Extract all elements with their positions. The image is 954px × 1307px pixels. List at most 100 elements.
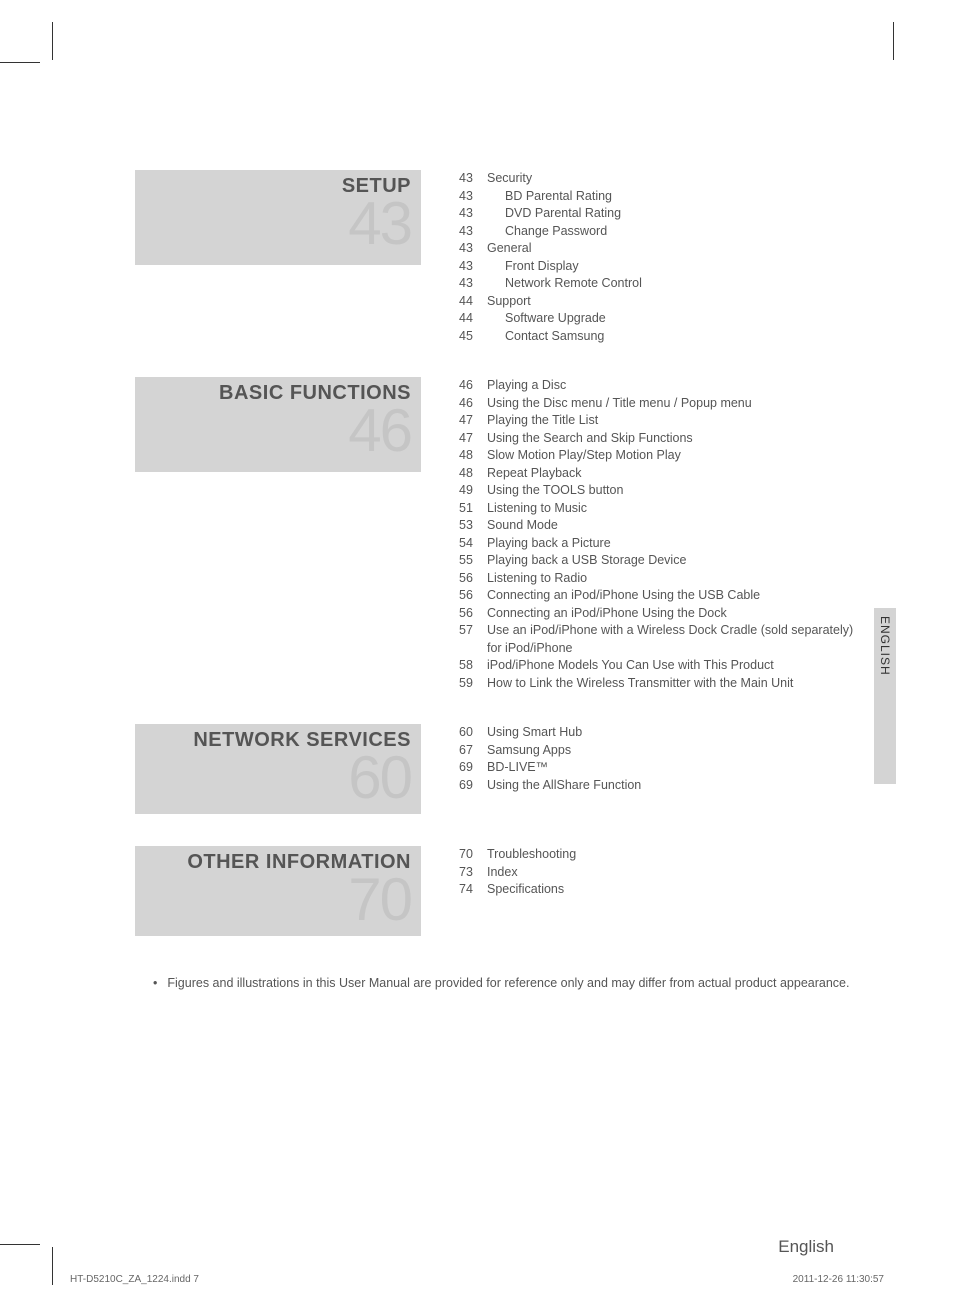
toc-row: 56Connecting an iPod/iPhone Using the US… bbox=[459, 587, 855, 605]
toc-page: 74 bbox=[459, 881, 487, 899]
toc-page: 44 bbox=[459, 310, 487, 328]
toc-page: 51 bbox=[459, 500, 487, 518]
toc-row: 46Playing a Disc bbox=[459, 377, 855, 395]
toc-section: BASIC FUNCTIONS4646Playing a Disc46Using… bbox=[135, 377, 855, 692]
toc-text: Using the Disc menu / Title menu / Popup… bbox=[487, 395, 855, 413]
toc-page: 59 bbox=[459, 675, 487, 693]
toc-row: 43Security bbox=[459, 170, 855, 188]
toc-text: Using Smart Hub bbox=[487, 724, 855, 742]
toc-row: 46Using the Disc menu / Title menu / Pop… bbox=[459, 395, 855, 413]
toc-text: Troubleshooting bbox=[487, 846, 855, 864]
toc-page: 54 bbox=[459, 535, 487, 553]
toc-text: iPod/iPhone Models You Can Use with This… bbox=[487, 657, 855, 675]
toc-row: 69Using the AllShare Function bbox=[459, 777, 855, 795]
toc-text: Playing a Disc bbox=[487, 377, 855, 395]
toc-row: 60Using Smart Hub bbox=[459, 724, 855, 742]
toc-text: Using the Search and Skip Functions bbox=[487, 430, 855, 448]
section-header-block: NETWORK SERVICES60 bbox=[135, 724, 421, 814]
toc-section: OTHER INFORMATION7070Troubleshooting73In… bbox=[135, 846, 855, 936]
toc-text: Listening to Music bbox=[487, 500, 855, 518]
toc-row: 55Playing back a USB Storage Device bbox=[459, 552, 855, 570]
toc-page: 44 bbox=[459, 293, 487, 311]
toc-page: 45 bbox=[459, 328, 487, 346]
toc-text: Samsung Apps bbox=[487, 742, 855, 760]
toc-section: SETUP4343Security43BD Parental Rating43D… bbox=[135, 170, 855, 345]
toc-page: 56 bbox=[459, 570, 487, 588]
toc-row: 44Software Upgrade bbox=[459, 310, 855, 328]
footer-language: English bbox=[778, 1237, 834, 1257]
toc-row: 45Contact Samsung bbox=[459, 328, 855, 346]
toc-row: 57Use an iPod/iPhone with a Wireless Doc… bbox=[459, 622, 855, 657]
toc-section: NETWORK SERVICES6060Using Smart Hub67Sam… bbox=[135, 724, 855, 814]
toc-row: 43Front Display bbox=[459, 258, 855, 276]
toc-content: SETUP4343Security43BD Parental Rating43D… bbox=[135, 170, 855, 990]
toc-page: 43 bbox=[459, 258, 487, 276]
footnote: Figures and illustrations in this User M… bbox=[135, 976, 855, 990]
language-tab-text: ENGLISH bbox=[878, 616, 892, 676]
toc-text: DVD Parental Rating bbox=[487, 205, 855, 223]
section-page-number: 46 bbox=[145, 401, 411, 461]
toc-page: 60 bbox=[459, 724, 487, 742]
toc-row: 47Playing the Title List bbox=[459, 412, 855, 430]
toc-text: How to Link the Wireless Transmitter wit… bbox=[487, 675, 855, 693]
footer-filename: HT-D5210C_ZA_1224.indd 7 bbox=[70, 1274, 199, 1285]
toc-text: Specifications bbox=[487, 881, 855, 899]
toc-page: 43 bbox=[459, 223, 487, 241]
toc-page: 69 bbox=[459, 777, 487, 795]
section-header-block: SETUP43 bbox=[135, 170, 421, 265]
toc-page: 70 bbox=[459, 846, 487, 864]
toc-row: 43General bbox=[459, 240, 855, 258]
toc-page: 67 bbox=[459, 742, 487, 760]
toc-page: 48 bbox=[459, 465, 487, 483]
toc-page: 43 bbox=[459, 240, 487, 258]
toc-text: Support bbox=[487, 293, 855, 311]
toc-text: Repeat Playback bbox=[487, 465, 855, 483]
toc-text: Contact Samsung bbox=[487, 328, 855, 346]
toc-page: 48 bbox=[459, 447, 487, 465]
toc-text: Front Display bbox=[487, 258, 855, 276]
toc-row: 51Listening to Music bbox=[459, 500, 855, 518]
toc-row: 73Index bbox=[459, 864, 855, 882]
toc-page: 46 bbox=[459, 395, 487, 413]
toc-row: 48Repeat Playback bbox=[459, 465, 855, 483]
toc-page: 43 bbox=[459, 205, 487, 223]
toc-page: 47 bbox=[459, 412, 487, 430]
toc-row: 70Troubleshooting bbox=[459, 846, 855, 864]
section-items: 46Playing a Disc46Using the Disc menu / … bbox=[421, 377, 855, 692]
toc-row: 43BD Parental Rating bbox=[459, 188, 855, 206]
toc-row: 56Listening to Radio bbox=[459, 570, 855, 588]
toc-page: 49 bbox=[459, 482, 487, 500]
section-page-number: 60 bbox=[145, 748, 411, 808]
toc-row: 67Samsung Apps bbox=[459, 742, 855, 760]
toc-page: 57 bbox=[459, 622, 487, 640]
toc-text: Playing back a Picture bbox=[487, 535, 855, 553]
toc-page: 47 bbox=[459, 430, 487, 448]
footnote-text: Figures and illustrations in this User M… bbox=[153, 976, 855, 990]
toc-page: 43 bbox=[459, 275, 487, 293]
toc-page: 69 bbox=[459, 759, 487, 777]
toc-row: 48Slow Motion Play/Step Motion Play bbox=[459, 447, 855, 465]
section-items: 43Security43BD Parental Rating43DVD Pare… bbox=[421, 170, 855, 345]
toc-row: 43Network Remote Control bbox=[459, 275, 855, 293]
toc-row: 69BD-LIVE™ bbox=[459, 759, 855, 777]
toc-text: General bbox=[487, 240, 855, 258]
toc-text: Index bbox=[487, 864, 855, 882]
toc-text: Connecting an iPod/iPhone Using the Dock bbox=[487, 605, 855, 623]
toc-text: Security bbox=[487, 170, 855, 188]
toc-text: BD Parental Rating bbox=[487, 188, 855, 206]
toc-text: BD-LIVE™ bbox=[487, 759, 855, 777]
section-items: 60Using Smart Hub67Samsung Apps69BD-LIVE… bbox=[421, 724, 855, 794]
toc-text: Use an iPod/iPhone with a Wireless Dock … bbox=[487, 622, 855, 657]
footer-timestamp: 2011-12-26 11:30:57 bbox=[793, 1274, 884, 1285]
toc-page: 56 bbox=[459, 587, 487, 605]
toc-page: 55 bbox=[459, 552, 487, 570]
toc-row: 43Change Password bbox=[459, 223, 855, 241]
language-tab: ENGLISH bbox=[874, 608, 896, 784]
toc-row: 53Sound Mode bbox=[459, 517, 855, 535]
toc-row: 56Connecting an iPod/iPhone Using the Do… bbox=[459, 605, 855, 623]
toc-text: Playing the Title List bbox=[487, 412, 855, 430]
toc-row: 47Using the Search and Skip Functions bbox=[459, 430, 855, 448]
section-page-number: 70 bbox=[145, 870, 411, 930]
toc-page: 43 bbox=[459, 170, 487, 188]
toc-row: 59How to Link the Wireless Transmitter w… bbox=[459, 675, 855, 693]
